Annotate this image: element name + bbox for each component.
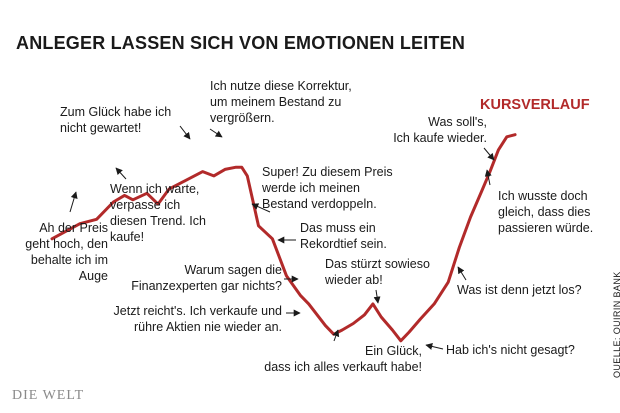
annotation-double-holdings: Super! Zu diesem Preis werde ich meinen … (262, 165, 393, 211)
annotation-price-rising: Ah der Preis geht hoch, den behalte ich … (25, 221, 108, 283)
annotation-arrow-11 (425, 343, 444, 350)
die-welt-logo: DIE WELT (12, 388, 85, 403)
annotation-arrow-5 (251, 203, 271, 213)
annotation-experts-silent: Warum sagen die Finanzexperten gar nicht… (131, 263, 282, 293)
annotation-fomo-buy: Wenn ich warte, verpasse ich diesen Tren… (110, 182, 206, 244)
price-line (50, 133, 517, 343)
annotation-sell-everything: Jetzt reicht's. Ich verkaufe und rühre A… (113, 304, 282, 334)
annotation-record-low: Das muss ein Rekordtief sein. (300, 221, 387, 251)
annotation-arrow-3 (115, 167, 127, 180)
annotation-will-crash: Das stürzt sowieso wieder ab! (325, 257, 430, 287)
annotation-arrow-4 (209, 128, 223, 138)
annotation-told-you: Hab ich's nicht gesagt? (446, 343, 575, 357)
annotation-knew-it: Ich wusste doch gleich, dass dies passie… (498, 189, 594, 235)
annotation-sold-all: Ein Glück, dass ich alles verkauft habe! (264, 344, 422, 374)
chart-title: ANLEGER LASSEN SICH VON EMOTIONEN LEITEN (16, 33, 466, 53)
annotation-buy-again: Was soll's, Ich kaufe wieder. (393, 115, 487, 145)
series-label-kursverlauf: KURSVERLAUF (480, 97, 590, 113)
annotation-whats-happening: Was ist denn jetzt los? (457, 283, 582, 297)
annotation-arrows (69, 125, 495, 350)
annotation-arrow-10 (332, 329, 340, 342)
annotation-arrow-13 (484, 169, 492, 186)
annotation-use-correction: Ich nutze diese Korrektur, um meinem Bes… (210, 79, 352, 125)
annotation-glad-not-waited: Zum Glück habe ich nicht gewartet! (60, 105, 172, 135)
annotation-arrow-1 (69, 191, 78, 213)
annotation-arrow-14 (483, 147, 495, 161)
source-credit: QUELLE: QUIRIN BANK (612, 271, 620, 378)
annotation-arrow-12 (457, 266, 467, 281)
annotation-arrow-2 (179, 125, 191, 140)
annotation-arrow-8 (373, 289, 381, 304)
